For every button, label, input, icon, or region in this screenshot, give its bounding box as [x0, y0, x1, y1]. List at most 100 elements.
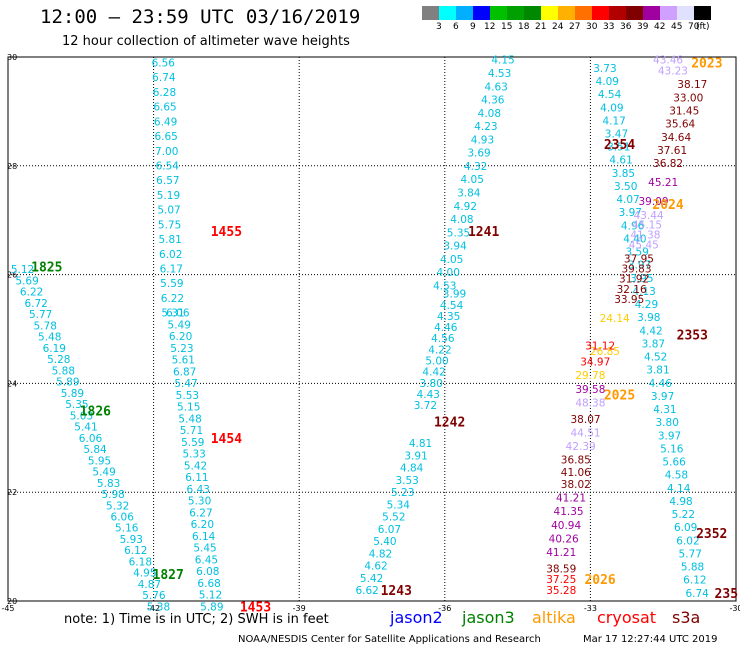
wave-height-value: 6.08 — [196, 566, 219, 578]
wave-height-value: 6.12 — [124, 545, 147, 557]
wave-height-value: 5.07 — [157, 205, 180, 217]
track-time-label: 1243 — [381, 584, 412, 599]
wave-height-value: 5.49 — [92, 467, 115, 479]
wave-height-value: 43.46 — [653, 55, 683, 67]
wave-height-value: 45.45 — [629, 240, 659, 252]
satellite-name: cryosat — [597, 608, 657, 627]
legend-swatch — [541, 6, 558, 20]
wave-height-value: 4.08 — [450, 214, 473, 226]
track-time-label: 1826 — [80, 405, 111, 420]
wave-height-value: 5.38 — [147, 601, 170, 613]
track-time-label: 1455 — [211, 225, 242, 240]
wave-height-value: 4.56 — [431, 333, 455, 345]
wave-height-value: 5.69 — [15, 275, 38, 287]
wave-height-value: 4.14 — [667, 483, 691, 495]
wave-height-value: 4.09 — [596, 76, 619, 88]
wave-height-value: 6.12 — [683, 575, 706, 587]
wave-height-value: 41.21 — [556, 493, 586, 505]
wave-height-value: 41.21 — [546, 547, 576, 559]
wave-height-value: 4.05 — [440, 254, 463, 266]
lat-tick-label: 24 — [7, 379, 17, 388]
wave-height-value: 5.15 — [177, 402, 200, 414]
wave-height-value: 5.35 — [447, 227, 470, 239]
lat-tick-label: 22 — [7, 488, 17, 497]
wave-height-value: 6.62 — [355, 585, 378, 597]
wave-height-value: 4.22 — [428, 344, 451, 356]
wave-height-value: 5.40 — [373, 536, 396, 548]
track-time-label: 1825 — [31, 260, 62, 275]
track-time-label: 2352 — [696, 527, 727, 542]
wave-height-value: 5.48 — [178, 413, 201, 425]
wave-height-value: 5.52 — [382, 512, 405, 524]
map-frame — [7, 56, 737, 602]
legend-swatch — [575, 6, 592, 20]
wave-height-value: 5.33 — [182, 449, 205, 461]
legend-swatch — [524, 6, 541, 20]
wave-height-value: 5.41 — [74, 422, 97, 434]
wave-height-value: 4.00 — [437, 267, 460, 279]
wave-height-value: 6.07 — [378, 524, 401, 536]
wave-height-value: 6.68 — [197, 578, 220, 590]
lat-tick-label: 26 — [7, 271, 17, 280]
wave-height-value: 4.46 — [649, 378, 673, 390]
wave-height-value: 5.81 — [158, 234, 181, 246]
wave-height-value: 37.61 — [657, 145, 687, 157]
wave-height-value: 6.56 — [152, 57, 176, 69]
wave-height-value: 3.95 — [630, 273, 653, 285]
wave-height-value: 6.17 — [160, 264, 183, 276]
wave-height-value: 4.05 — [461, 174, 484, 186]
map-title: 12:00 — 23:59 UTC 03/16/2019 — [40, 6, 361, 28]
track-time-label: 2353 — [677, 328, 708, 343]
wave-height-value: 4.32 — [464, 161, 487, 173]
wave-height-value: 4.07 — [616, 194, 639, 206]
wave-height-value: 5.88 — [52, 365, 75, 377]
wave-height-value: 34.97 — [580, 357, 610, 369]
wave-height-value: 6.43 — [187, 484, 210, 496]
wave-height-value: 5.93 — [120, 534, 143, 546]
wave-height-value: 4.15 — [491, 55, 514, 67]
wave-height-value: 5.42 — [360, 573, 383, 585]
track-time-label: 1241 — [468, 225, 499, 240]
legend-swatch — [490, 6, 507, 20]
wave-height-value: 3.97 — [628, 260, 651, 272]
wave-height-value: 5.48 — [38, 332, 61, 344]
wave-height-value: 4.53 — [433, 280, 456, 292]
wave-height-value: 48.38 — [575, 397, 605, 409]
wave-height-value: 6.65 — [153, 102, 176, 114]
wave-height-value: 4.54 — [440, 300, 464, 312]
wave-height-value: 4.36 — [481, 95, 505, 107]
wave-height-value: 37.25 — [546, 574, 576, 586]
wave-height-value: 32.16 — [617, 284, 647, 296]
wave-height-value: 5.53 — [176, 390, 199, 402]
legend-label: 3 — [436, 22, 442, 32]
wave-height-value: 40.94 — [551, 520, 581, 532]
legend-label: 6 — [453, 22, 459, 32]
legend-label: 45 — [671, 22, 683, 32]
wave-height-value: 41.06 — [561, 467, 591, 479]
lon-tick-label: -36 — [438, 604, 451, 613]
legend-swatch — [422, 6, 439, 20]
wave-height-value: 3.80 — [656, 417, 679, 429]
legend-label: 12 — [484, 22, 496, 32]
wave-height-value: 5.84 — [83, 444, 107, 456]
wave-height-value: 37.95 — [624, 253, 654, 265]
wave-height-value: 6.14 — [192, 531, 216, 543]
wave-height-value: 36.82 — [653, 158, 683, 170]
wave-height-value: 4.08 — [478, 108, 501, 120]
wave-height-value: 5.12 — [11, 264, 34, 276]
wave-height-value: 6.87 — [173, 366, 196, 378]
satellite-name: s3a — [672, 608, 701, 627]
wave-height-value: 4.23 — [474, 121, 497, 133]
wave-height-value: 3.87 — [642, 338, 665, 350]
wave-height-value: 5.22 — [672, 509, 695, 521]
wave-height-value: 4.82 — [369, 548, 392, 560]
wave-height-value: 5.34 — [387, 499, 411, 511]
wave-height-value: 3.69 — [467, 148, 490, 160]
wave-height-value: 4.43 — [417, 389, 440, 401]
wave-height-value: 4.54 — [598, 89, 622, 101]
wave-height-value: 42.39 — [566, 441, 596, 453]
wave-height-value: 4.40 — [623, 233, 646, 245]
wave-height-value: 3.91 — [404, 450, 427, 462]
legend-label: (ft) — [696, 22, 710, 32]
wave-height-value: 4.31 — [653, 404, 676, 416]
